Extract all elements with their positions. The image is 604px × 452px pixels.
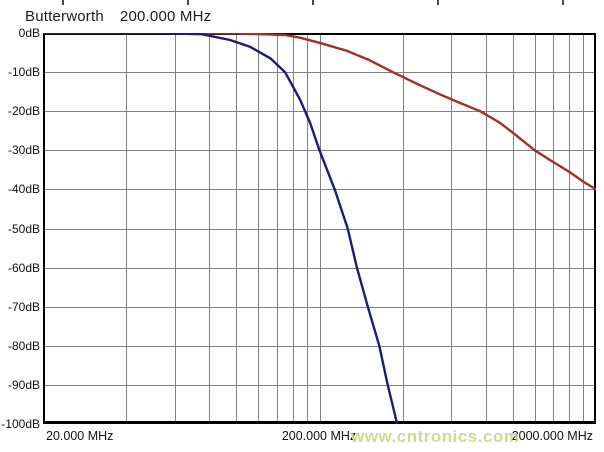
- y-axis-label: -50dB: [7, 221, 40, 236]
- y-axis-label: -80dB: [7, 338, 40, 353]
- response-plot: [43, 33, 596, 424]
- ruler-tick: [62, 0, 64, 5]
- series-high-order-response: [43, 33, 596, 191]
- y-axis-label: -60dB: [7, 260, 40, 275]
- cutoff-frequency-label: 200.000 MHz: [119, 8, 212, 25]
- y-axis-label: -100dB: [1, 417, 40, 431]
- top-ruler: [0, 0, 604, 6]
- ruler-tick: [312, 0, 314, 5]
- x-axis-label-20mhz: 20.000 MHz: [46, 429, 114, 443]
- plot-canvas: [43, 33, 596, 424]
- x-axis-label-2000mhz: 2000.000 MHz: [511, 429, 593, 443]
- ruler-tick: [187, 0, 189, 5]
- y-axis-label: -10dB: [7, 65, 40, 80]
- filter-type-label: Butterworth: [25, 8, 104, 25]
- chart-title: Butterworth 200.000 MHz: [25, 8, 211, 25]
- watermark: www.cntronics.com: [351, 427, 520, 446]
- ruler-tick: [437, 0, 439, 5]
- y-axis-label: -30dB: [7, 143, 40, 158]
- ruler-tick: [562, 0, 564, 5]
- series-steep-response: [43, 33, 399, 424]
- y-axis-label: -90dB: [7, 377, 40, 392]
- y-axis-label: -20dB: [7, 104, 40, 119]
- y-axis-label: -40dB: [7, 182, 40, 197]
- y-axis-label: -70dB: [7, 299, 40, 314]
- x-axis-label-200mhz: 200.000 MHz: [281, 429, 357, 443]
- y-axis-label: 0dB: [18, 26, 40, 40]
